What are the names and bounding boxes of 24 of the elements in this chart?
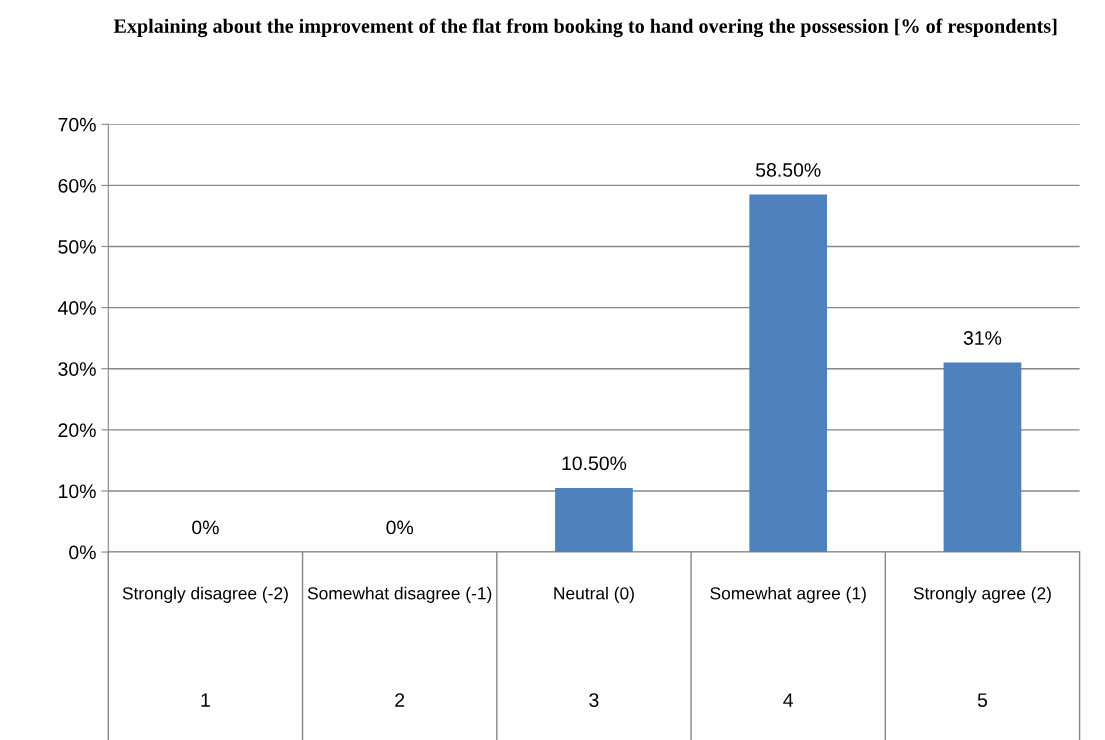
data-label: 0% (386, 520, 414, 535)
x-tick-label: Strongly agree (2) (913, 586, 1051, 603)
chart-title: Explaining about the improvement of the flat from booking to hand overing the possession [% of respondents] (113, 18, 1057, 38)
x-tick-label: Somewhat agree (1) (710, 586, 866, 603)
y-tick-label: 60% (58, 178, 96, 193)
data-label: 10.50% (562, 456, 627, 471)
y-tick-label: 0% (69, 545, 96, 560)
data-label: 58.50% (756, 163, 821, 177)
x-tick-label: Strongly disagree (-2) (122, 586, 288, 603)
text: 3 (589, 693, 599, 707)
y-tick-label: 40% (58, 301, 96, 315)
text: 2 (395, 693, 405, 707)
x-tick-label: Somewhat disagree (-1) (307, 586, 492, 603)
y-tick-label: 10% (59, 484, 96, 499)
y-tick-label: 70% (58, 117, 96, 132)
y-tick-label: 30% (58, 362, 96, 376)
data-label: 0% (192, 520, 219, 535)
text: 5 (977, 693, 988, 707)
y-tick-label: 20% (58, 423, 96, 438)
y-tick-label: 50% (58, 239, 96, 254)
x-tick-label: Neutral (0) (554, 586, 634, 603)
text: 1 (201, 693, 210, 707)
data-label: 31% (963, 331, 1002, 345)
text: 4 (783, 693, 794, 707)
